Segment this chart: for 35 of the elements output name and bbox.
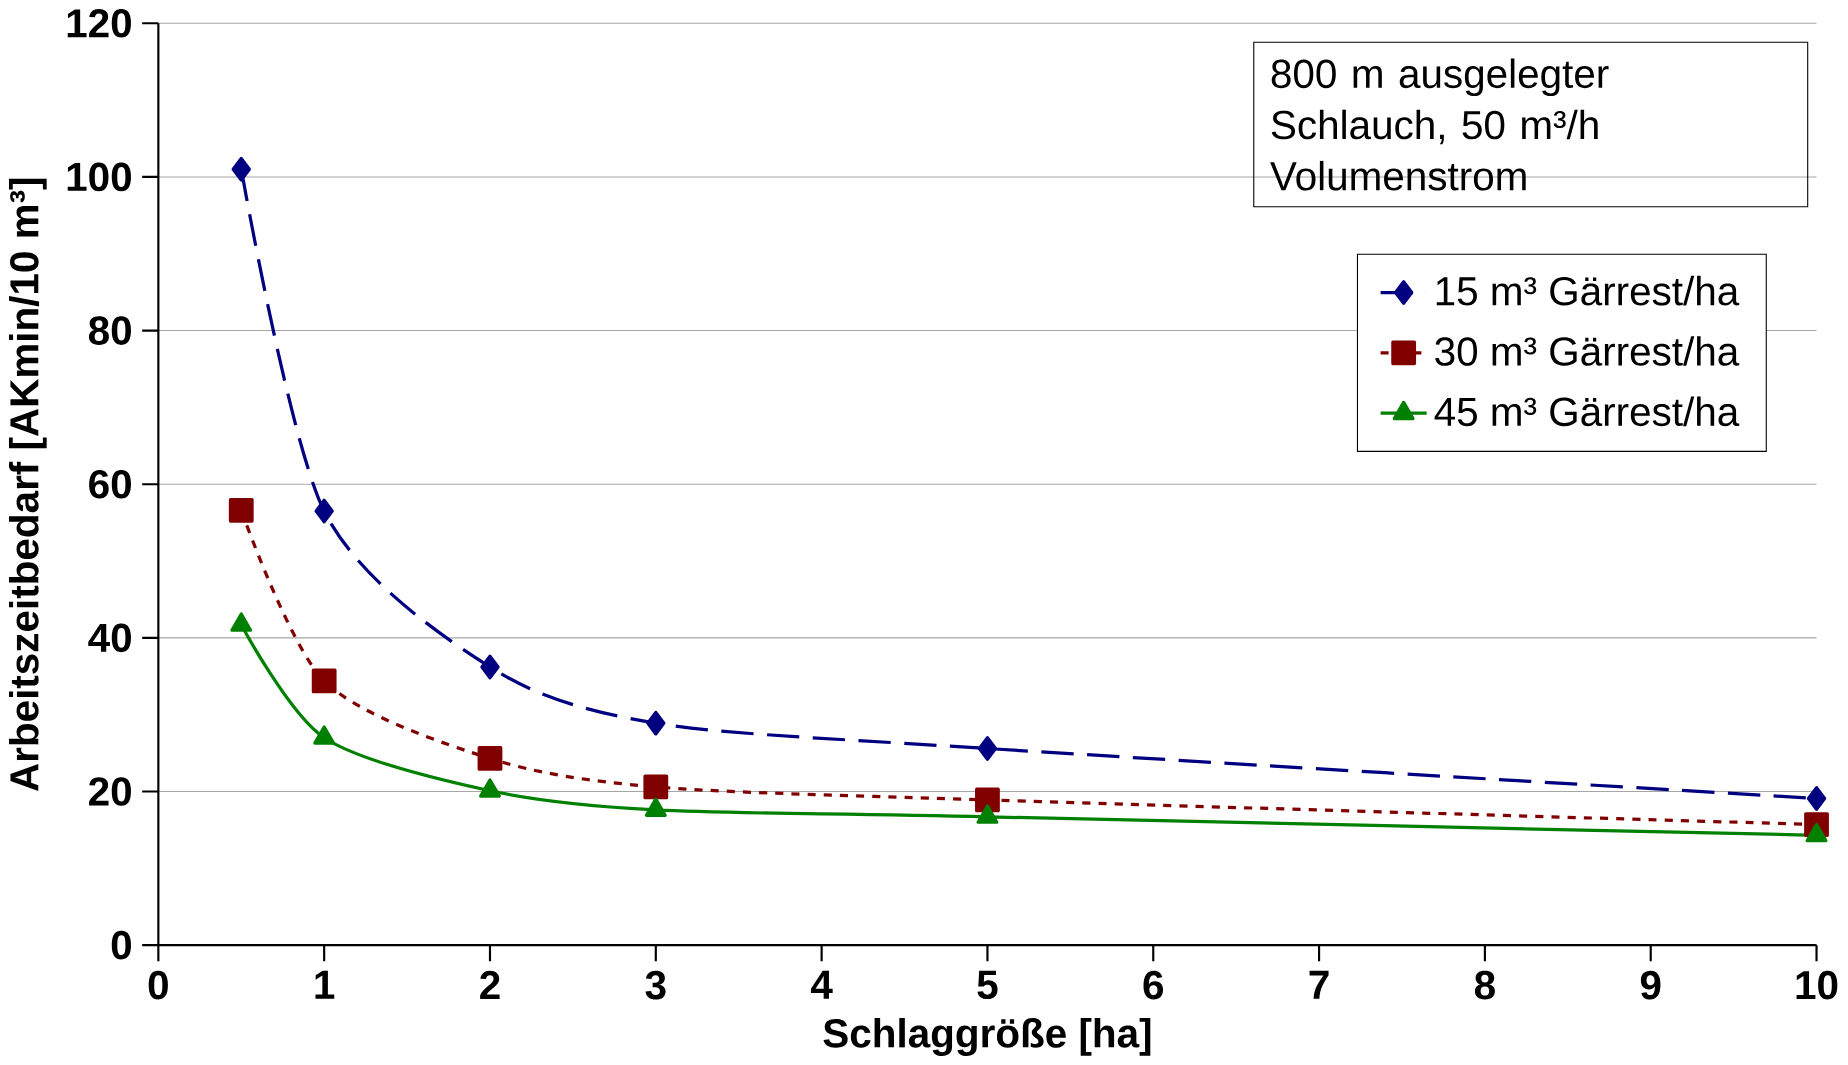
point — [646, 710, 666, 736]
point — [314, 498, 334, 524]
y-tick-label: 40 — [88, 623, 131, 653]
x-tick-label: 0 — [148, 970, 168, 1000]
point — [311, 668, 337, 694]
point — [977, 736, 998, 761]
point — [228, 497, 254, 523]
y-axis-title: Arbeitszeitbedarf [AKmin/10 m³] — [8, 178, 47, 792]
x-tick-label: 4 — [810, 970, 833, 999]
point — [477, 746, 503, 771]
x-tick-label: 10 — [1796, 970, 1838, 1000]
y-tick-label: 60 — [89, 469, 131, 499]
x-tick-label: 1 — [315, 970, 335, 999]
point — [643, 774, 669, 800]
y-tick-label: 20 — [89, 777, 131, 806]
y-tick-label: 120 — [67, 9, 131, 38]
x-tick-label: 5 — [977, 970, 998, 1000]
x-tick-label: 2 — [480, 970, 500, 1000]
point — [480, 654, 500, 680]
point — [975, 787, 1000, 813]
x-tick-label: 8 — [1474, 970, 1495, 1000]
legend-label: 45 m³ Gärrest/ha — [1434, 396, 1740, 427]
legend-label: 30 m³ Gärrest/ha — [1435, 336, 1740, 366]
point — [231, 156, 251, 182]
x-axis-title: Schlaggröße [ha] — [823, 1018, 1151, 1056]
y-tick-label: 80 — [88, 316, 131, 345]
x-tick-label: 3 — [645, 970, 666, 1000]
x-tick-label: 7 — [1309, 970, 1329, 999]
x-tick-label: 9 — [1640, 970, 1661, 1000]
y-tick-label: 0 — [111, 930, 131, 960]
y-tick-label: 100 — [67, 162, 131, 192]
x-tick-label: 6 — [1143, 970, 1164, 1000]
legend-label: 15 m³ Gärrest/ha — [1436, 275, 1740, 306]
annotation: 800 m ausgelegter Schlauch, 50 m³/h Volumenstrom — [1270, 58, 1609, 191]
point — [1806, 786, 1827, 811]
